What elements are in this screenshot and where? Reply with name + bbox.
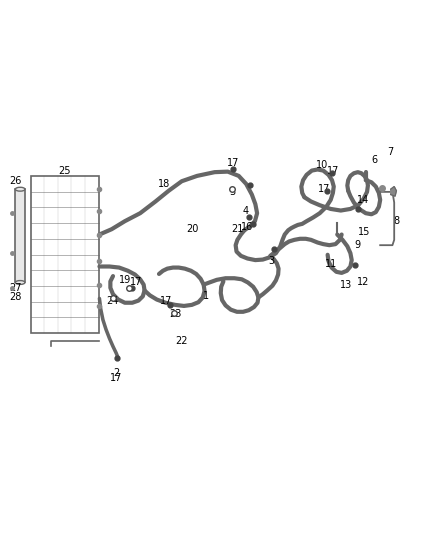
Text: 22: 22 (176, 336, 188, 346)
Text: 14: 14 (357, 195, 370, 205)
Text: 3: 3 (268, 256, 275, 266)
Text: 26: 26 (9, 176, 21, 186)
Text: 15: 15 (358, 227, 371, 237)
Text: 2: 2 (113, 368, 119, 378)
Text: 16: 16 (241, 222, 254, 231)
Text: 17: 17 (318, 184, 330, 194)
Ellipse shape (15, 280, 25, 285)
Text: 25: 25 (59, 166, 71, 175)
Bar (15, 189, 25, 282)
Text: 9: 9 (354, 240, 360, 250)
Text: 18: 18 (158, 179, 170, 189)
Text: 5: 5 (229, 187, 235, 197)
Text: 8: 8 (393, 216, 399, 226)
Text: 23: 23 (169, 310, 181, 319)
Ellipse shape (15, 187, 25, 191)
Text: 17: 17 (130, 278, 142, 287)
Text: 21: 21 (232, 224, 244, 234)
Text: 17: 17 (160, 296, 173, 306)
Text: 12: 12 (357, 278, 370, 287)
Polygon shape (391, 187, 396, 196)
Text: 13: 13 (340, 280, 352, 290)
Text: 19: 19 (119, 275, 131, 285)
Text: 17: 17 (227, 158, 239, 167)
Text: 24: 24 (106, 296, 119, 306)
Text: 17: 17 (327, 166, 339, 175)
Text: 27: 27 (9, 283, 21, 293)
Text: 6: 6 (371, 155, 378, 165)
Text: 10: 10 (316, 160, 328, 170)
Text: 20: 20 (187, 224, 199, 234)
Bar (31, 176, 99, 333)
Text: 7: 7 (387, 147, 393, 157)
Text: 4: 4 (242, 206, 248, 215)
Text: 28: 28 (9, 293, 21, 302)
Text: 11: 11 (325, 259, 337, 269)
Text: 1: 1 (203, 291, 209, 301)
Text: 17: 17 (110, 374, 122, 383)
